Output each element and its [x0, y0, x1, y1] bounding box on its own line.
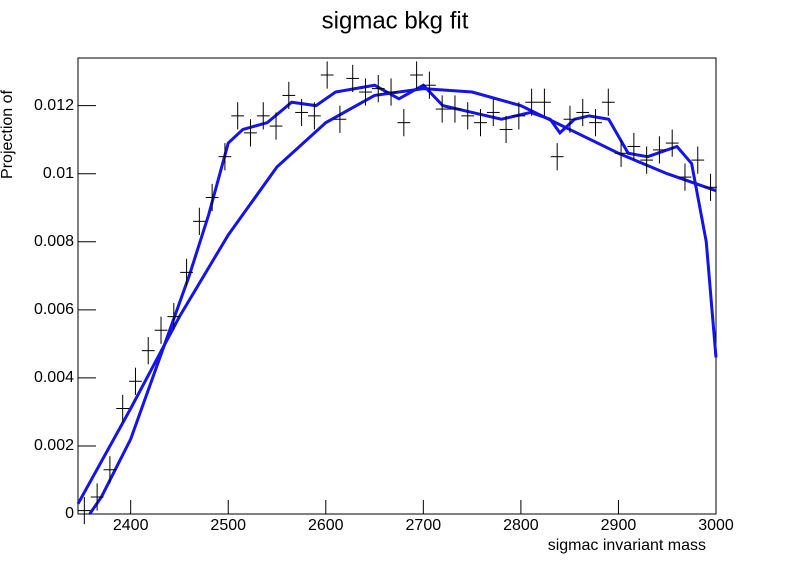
x-axis-label: sigmac invariant mass — [548, 537, 706, 554]
chart-title: sigmac bkg fit — [322, 7, 469, 34]
x-tick-label: 2400 — [113, 517, 149, 534]
fit-curve — [76, 87, 717, 505]
y-axis-label: Projection of — [0, 89, 16, 178]
x-tick-label: 2800 — [503, 517, 539, 534]
plot-frame — [77, 57, 717, 515]
x-tick-label: 2600 — [308, 517, 344, 534]
y-tick-label: 0.006 — [34, 301, 74, 318]
y-tick-label: 0.01 — [43, 165, 74, 182]
x-tick-label: 3000 — [698, 517, 734, 534]
y-tick-label: 0.004 — [34, 369, 74, 386]
x-tick-label: 2700 — [406, 517, 442, 534]
y-tick-label: 0.008 — [34, 233, 74, 250]
y-tick-label: 0 — [65, 505, 74, 522]
y-tick-label: 0.002 — [34, 437, 74, 454]
x-tick-label: 2900 — [601, 517, 637, 534]
x-tick-label: 2500 — [210, 517, 246, 534]
y-tick-label: 0.012 — [34, 97, 74, 114]
fit-curve — [88, 83, 718, 515]
